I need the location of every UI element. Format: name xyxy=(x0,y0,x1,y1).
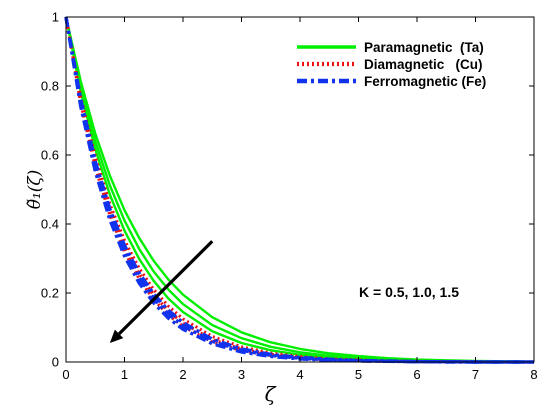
plot-area xyxy=(64,16,535,364)
x-tick-label: 1 xyxy=(121,367,128,382)
x-tick-label: 0 xyxy=(62,367,69,382)
y-tick-label: 0.4 xyxy=(41,217,59,232)
x-tick-label: 4 xyxy=(296,367,303,382)
arrow-shaft xyxy=(117,240,214,335)
x-tick-label: 3 xyxy=(238,367,245,382)
arrow-head xyxy=(109,329,124,344)
x-tick-label: 5 xyxy=(355,367,362,382)
y-tick-label: 0.8 xyxy=(41,79,59,94)
annotation-k-values: K = 0.5, 1.0, 1.5 xyxy=(359,284,459,300)
x-axis-label: ζ xyxy=(265,382,277,406)
x-tick-label: 7 xyxy=(472,367,479,382)
ticks: 0 1 2 3 4 5 6 7 8 0 0.2 0.4 0.6 0.8 1 xyxy=(41,10,538,383)
x-tick-label: 6 xyxy=(413,367,420,382)
y-tick-label: 0.6 xyxy=(41,148,59,163)
x-tick-label: 2 xyxy=(179,367,186,382)
legend-entry-label: Paramagnetic (Ta) xyxy=(364,40,484,55)
series-line-dashdot-k-1-5 xyxy=(64,16,534,364)
y-tick-label: 0.2 xyxy=(41,286,59,301)
legend-entry-label: Diamagnetic (Cu) xyxy=(364,57,483,72)
legend-entry-label: Ferromagnetic (Fe) xyxy=(364,74,486,89)
direction-arrow xyxy=(109,240,214,344)
y-tick-label: 1 xyxy=(52,10,59,25)
x-tick-label: 8 xyxy=(530,367,537,382)
y-axis-label: θ̃₁(ζ) xyxy=(25,170,45,210)
legend: Paramagnetic (Ta) Diamagnetic (Cu) Ferroma… xyxy=(297,40,486,89)
y-tick-label: 0 xyxy=(52,355,59,370)
